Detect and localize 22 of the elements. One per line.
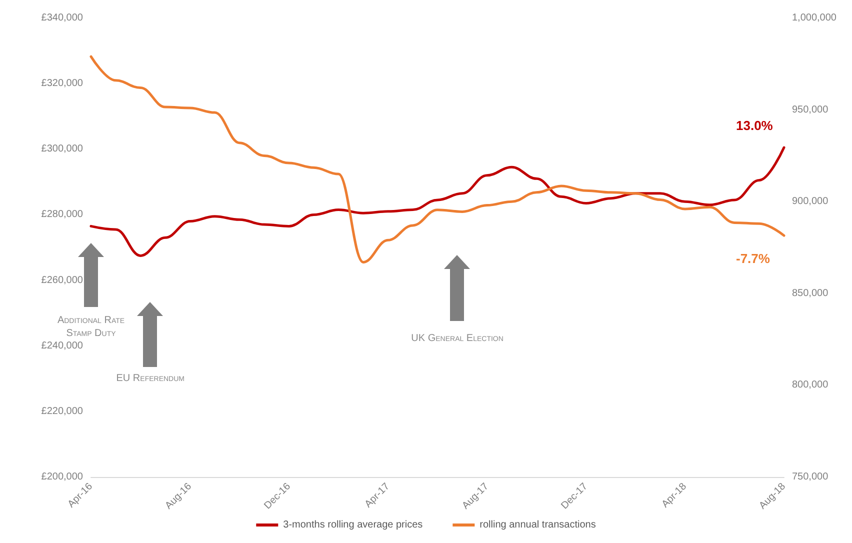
annotation: 13.0% — [736, 118, 773, 132]
y2-tick-label: 900,000 — [792, 196, 829, 208]
y-tick-label: £320,000 — [41, 78, 84, 90]
annotation: UK General Election — [410, 332, 504, 345]
y-tick-label: £220,000 — [41, 406, 84, 417]
y-tick-label: £340,000 — [41, 12, 84, 24]
annotation: -7.7% — [736, 250, 770, 266]
line-series — [90, 55, 786, 264]
legend-label: rolling annual transactions — [480, 520, 596, 530]
annotation: Additional Rate Stamp Duty — [56, 314, 126, 340]
y-tick-label: £280,000 — [41, 209, 84, 220]
y2-tick-label: 850,000 — [792, 288, 829, 299]
y-tick-label: £260,000 — [41, 274, 84, 286]
y2-tick-label: 1,000,000 — [792, 12, 837, 24]
y2-tick-label: 800,000 — [792, 380, 829, 391]
y-tick-label: £200,000 — [41, 472, 84, 482]
annotation: EU Referendum — [115, 372, 186, 385]
y-tick-label: £240,000 — [41, 340, 84, 352]
legend-label: 3-months rolling average prices — [283, 520, 423, 530]
y-tick-label: £300,000 — [41, 144, 84, 155]
y2-tick-label: 750,000 — [792, 472, 829, 482]
y2-tick-label: 950,000 — [792, 104, 829, 116]
